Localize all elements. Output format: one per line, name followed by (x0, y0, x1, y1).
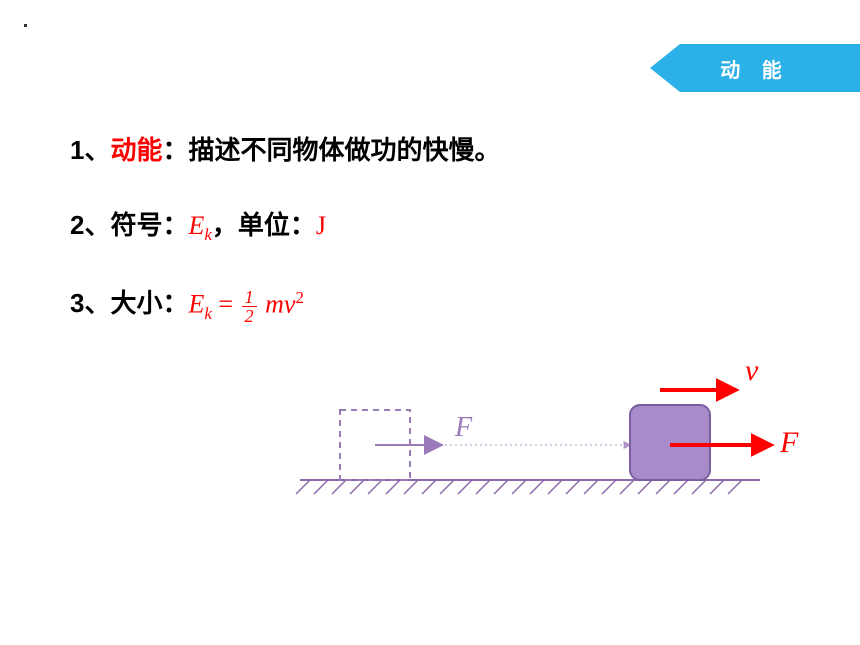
fraction: 1 2 (242, 288, 257, 325)
l3-num: 3、大小： (70, 283, 188, 320)
l1-num: 1、 (70, 130, 110, 167)
line-3: 3、大小： Ek = 1 2 mv2 (70, 283, 790, 325)
l1-term: 动能 (110, 130, 162, 167)
l2-mid: ，单位： (212, 205, 316, 242)
tab-label: 动 能 (720, 54, 790, 83)
svg-text:v: v (745, 354, 759, 387)
l2-unit: J (316, 211, 326, 241)
content-area: 1、 动能 ：描述不同物体做功的快慢。 2、符号： Ek ，单位： J 3、大小… (70, 130, 790, 363)
l3-formula: Ek = 1 2 mv2 (188, 288, 303, 325)
svg-text:F: F (454, 412, 473, 443)
section-tab: 动 能 (650, 44, 860, 92)
line-2: 2、符号： Ek ，单位： J (70, 205, 790, 245)
l2-num: 2、符号： (70, 205, 188, 242)
corner-dot (24, 24, 27, 27)
line-1: 1、 动能 ：描述不同物体做功的快慢。 (70, 130, 790, 167)
l2-symbol: Ek (188, 211, 211, 245)
diagram-svg: Fv F (280, 340, 840, 540)
l1-rest: ：描述不同物体做功的快慢。 (162, 130, 500, 167)
physics-diagram: Fv F (280, 340, 840, 540)
svg-text:F: F (779, 426, 799, 459)
